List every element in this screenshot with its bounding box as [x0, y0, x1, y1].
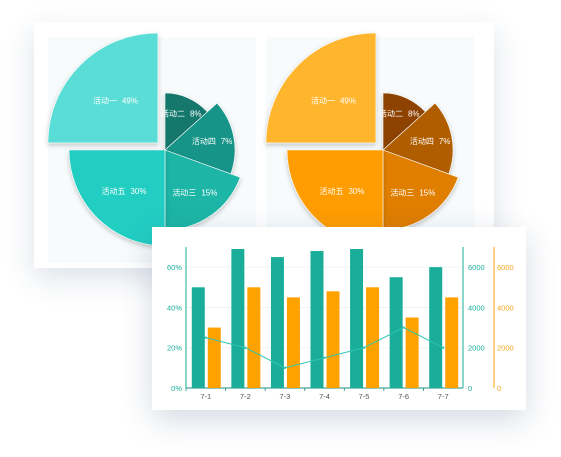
left-y-tick-label: 60% [167, 263, 182, 272]
x-tick-label: 7-5 [359, 392, 370, 401]
right-teal-y-tick-label: 2000 [468, 344, 485, 353]
pie-slice-label: 活动三 15% [172, 188, 217, 198]
right-teal-y-tick-label: 0 [468, 384, 472, 393]
pie-slice-label: 活动一 49% [93, 96, 138, 106]
line-point [204, 336, 207, 339]
bar-teal [310, 251, 324, 388]
line-point [442, 346, 445, 349]
bar-teal [270, 257, 284, 388]
left-y-tick-label: 20% [167, 344, 182, 353]
pie-slice-label: 活动一 49% [311, 96, 356, 106]
pie-slice-1 [47, 32, 159, 144]
right-orange-y-tick-label: 4000 [497, 303, 514, 312]
left-y-tick-label: 40% [167, 303, 182, 312]
pie-slice-5 [68, 149, 166, 247]
pie-slice-label: 活动五 30% [101, 186, 146, 196]
pie-slice-1 [265, 32, 377, 144]
x-tick-label: 7-6 [398, 392, 409, 401]
line-point [402, 326, 405, 329]
bar-teal [191, 287, 205, 388]
right-orange-y-tick-label: 2000 [497, 344, 514, 353]
bar-orange [247, 287, 261, 388]
right-teal-y-tick-label: 6000 [468, 263, 485, 272]
bar-orange [326, 291, 340, 388]
x-tick-label: 7-4 [319, 392, 330, 401]
pie-slice-label: 活动三 15% [390, 188, 435, 198]
x-tick-label: 7-3 [280, 392, 291, 401]
bar-teal [231, 249, 245, 388]
pie-slice-label: 活动二 8% [379, 108, 420, 118]
bar-orange [207, 327, 221, 388]
bar-teal [350, 249, 364, 388]
pie-slice-label: 活动二 8% [161, 108, 202, 118]
bar-orange [366, 287, 380, 388]
x-tick-label: 7-2 [240, 392, 251, 401]
pie-slice-label: 活动四 7% [192, 136, 233, 146]
right-teal-y-tick-label: 4000 [468, 303, 485, 312]
line-point [323, 356, 326, 359]
pie-slice-label: 活动四 7% [410, 136, 451, 146]
line-point [244, 346, 247, 349]
bar-teal [429, 267, 443, 388]
bar-orange [405, 317, 419, 388]
line-point [362, 346, 366, 349]
line-point [283, 366, 287, 370]
pie-slice-label: 活动五 30% [319, 186, 364, 196]
x-tick-label: 7-1 [200, 392, 211, 401]
bar-orange [286, 297, 300, 388]
bar-orange [445, 297, 459, 388]
right-orange-y-tick-label: 6000 [497, 263, 514, 272]
x-tick-label: 7-7 [438, 392, 449, 401]
left-y-tick-label: 0% [171, 384, 182, 393]
bar-teal [389, 277, 403, 388]
right-orange-y-tick-label: 0 [497, 384, 501, 393]
